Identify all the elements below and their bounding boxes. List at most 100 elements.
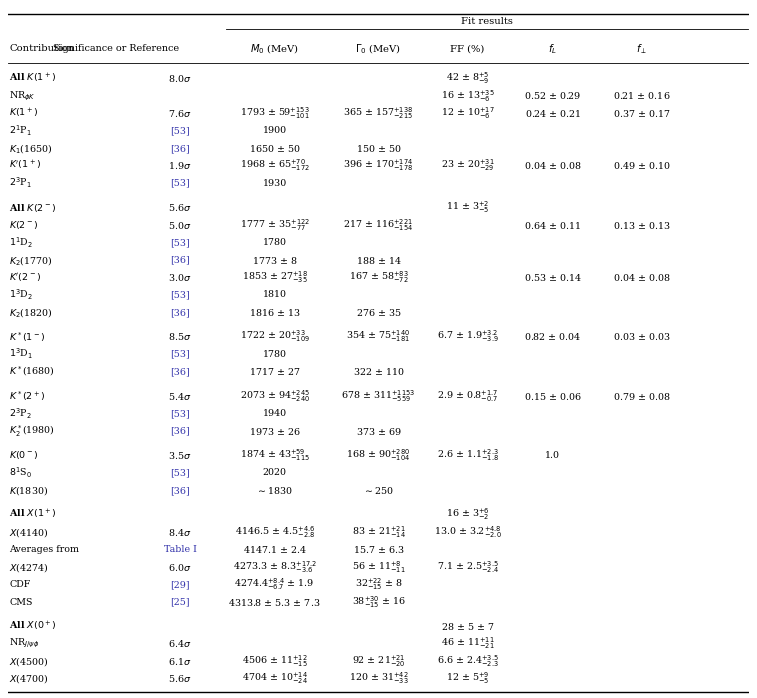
- Text: 2020: 2020: [263, 468, 287, 477]
- Text: 12 $\pm$ 10$^{+17}_{-6}$: 12 $\pm$ 10$^{+17}_{-6}$: [441, 106, 494, 121]
- Text: 5.6$\sigma$: 5.6$\sigma$: [168, 202, 192, 213]
- Text: 7.1 $\pm$ 2.5$^{+3.5}_{-2.4}$: 7.1 $\pm$ 2.5$^{+3.5}_{-2.4}$: [437, 560, 499, 574]
- Text: 0.03 $\pm$ 0.03: 0.03 $\pm$ 0.03: [613, 332, 671, 342]
- Text: $2^3$P$_2$: $2^3$P$_2$: [9, 406, 32, 421]
- Text: 1874 $\pm$ 43$^{+59}_{-115}$: 1874 $\pm$ 43$^{+59}_{-115}$: [240, 448, 310, 463]
- Text: 168 $\pm$ 90$^{+280}_{-104}$: 168 $\pm$ 90$^{+280}_{-104}$: [347, 448, 410, 463]
- Text: $2^3$P$_1$: $2^3$P$_1$: [9, 176, 32, 191]
- Text: 4273.3 $\pm$ 8.3$^{+17.2}_{-3.6}$: 4273.3 $\pm$ 8.3$^{+17.2}_{-3.6}$: [232, 560, 316, 574]
- Text: $K(0^-)$: $K(0^-)$: [9, 450, 39, 461]
- Text: 1780: 1780: [263, 350, 287, 359]
- Text: Contribution: Contribution: [9, 45, 74, 53]
- Text: $K_1$(1650): $K_1$(1650): [9, 142, 53, 155]
- Text: 8.5$\sigma$: 8.5$\sigma$: [168, 332, 192, 342]
- Text: 120 $\pm$ 31$^{+42}_{-33}$: 120 $\pm$ 31$^{+42}_{-33}$: [349, 671, 408, 686]
- Text: [36]: [36]: [170, 367, 190, 376]
- Text: $1^3$D$_2$: $1^3$D$_2$: [9, 288, 33, 302]
- Text: [53]: [53]: [170, 409, 190, 418]
- Text: 4313.8 $\pm$ 5.3 $\pm$ 7.3: 4313.8 $\pm$ 5.3 $\pm$ 7.3: [229, 597, 321, 607]
- Text: 1853 $\pm$ 27$^{+18}_{-35}$: 1853 $\pm$ 27$^{+18}_{-35}$: [241, 270, 307, 285]
- Text: [36]: [36]: [170, 255, 190, 265]
- Text: 28 $\pm$ 5 $\pm$ 7: 28 $\pm$ 5 $\pm$ 7: [441, 621, 494, 632]
- Text: 1777 $\pm$ 35$^{+122}_{-77}$: 1777 $\pm$ 35$^{+122}_{-77}$: [239, 218, 310, 232]
- Text: 373 $\pm$ 69: 373 $\pm$ 69: [356, 426, 401, 436]
- Text: $8^1$S$_0$: $8^1$S$_0$: [9, 466, 32, 480]
- Text: 4704 $\pm$ 10$^{+14}_{-24}$: 4704 $\pm$ 10$^{+14}_{-24}$: [241, 671, 307, 686]
- Text: 1.0: 1.0: [545, 451, 560, 460]
- Text: 1816 $\pm$ 13: 1816 $\pm$ 13: [249, 307, 301, 318]
- Text: 167 $\pm$ 58$^{+83}_{-72}$: 167 $\pm$ 58$^{+83}_{-72}$: [349, 270, 408, 285]
- Text: 4147.1 $\pm$ 2.4: 4147.1 $\pm$ 2.4: [243, 544, 307, 555]
- Text: [53]: [53]: [170, 290, 190, 299]
- Text: 1793 $\pm$ 59$^{+153}_{-101}$: 1793 $\pm$ 59$^{+153}_{-101}$: [240, 106, 310, 121]
- Text: $X$(4274): $X$(4274): [9, 560, 49, 574]
- Text: $M_0$ (MeV): $M_0$ (MeV): [250, 42, 299, 56]
- Text: 1722 $\pm$ 20$^{+33}_{-109}$: 1722 $\pm$ 20$^{+33}_{-109}$: [240, 329, 310, 344]
- Text: [53]: [53]: [170, 126, 190, 135]
- Text: 2073 $\pm$ 94$^{+245}_{-240}$: 2073 $\pm$ 94$^{+245}_{-240}$: [239, 389, 310, 403]
- Text: 0.15 $\pm$ 0.06: 0.15 $\pm$ 0.06: [524, 391, 581, 401]
- Text: [53]: [53]: [170, 468, 190, 477]
- Text: [36]: [36]: [170, 144, 190, 153]
- Text: 396 $\pm$ 170$^{+174}_{-178}$: 396 $\pm$ 170$^{+174}_{-178}$: [344, 158, 413, 173]
- Text: $f_\perp$: $f_\perp$: [636, 42, 647, 56]
- Text: 8.4$\sigma$: 8.4$\sigma$: [168, 527, 192, 537]
- Text: $K(1^+)$: $K(1^+)$: [9, 107, 39, 120]
- Text: $K'(2^-)$: $K'(2^-)$: [9, 272, 41, 283]
- Text: 1973 $\pm$ 26: 1973 $\pm$ 26: [249, 426, 301, 436]
- Text: [36]: [36]: [170, 486, 190, 495]
- Text: 322 $\pm$ 110: 322 $\pm$ 110: [353, 366, 404, 377]
- Text: 1968 $\pm$ 65$^{+70}_{-172}$: 1968 $\pm$ 65$^{+70}_{-172}$: [240, 158, 310, 173]
- Text: 15.7 $\pm$ 6.3: 15.7 $\pm$ 6.3: [353, 544, 404, 555]
- Text: 1900: 1900: [263, 126, 287, 135]
- Text: 0.37 $\pm$ 0.17: 0.37 $\pm$ 0.17: [613, 108, 671, 119]
- Text: 0.82 $\pm$ 0.04: 0.82 $\pm$ 0.04: [524, 332, 581, 342]
- Text: 4506 $\pm$ 11$^{+12}_{-15}$: 4506 $\pm$ 11$^{+12}_{-15}$: [241, 654, 307, 669]
- Text: 188 $\pm$ 14: 188 $\pm$ 14: [356, 255, 401, 265]
- Text: [53]: [53]: [170, 238, 190, 247]
- Text: 0.52 $\pm$ 0.29: 0.52 $\pm$ 0.29: [524, 91, 581, 101]
- Text: Significance or Reference: Significance or Reference: [53, 45, 179, 53]
- Text: 2.9 $\pm$ 0.8$^{+1.7}_{-0.7}$: 2.9 $\pm$ 0.8$^{+1.7}_{-0.7}$: [437, 389, 498, 403]
- Text: 5.0$\sigma$: 5.0$\sigma$: [168, 220, 192, 230]
- Text: 12 $\pm$ 5$^{+9}_{-5}$: 12 $\pm$ 5$^{+9}_{-5}$: [446, 671, 489, 686]
- Text: 0.21 $\pm$ 0.16: 0.21 $\pm$ 0.16: [613, 91, 671, 101]
- Text: 1780: 1780: [263, 238, 287, 247]
- Text: 354 $\pm$ 75$^{+140}_{-181}$: 354 $\pm$ 75$^{+140}_{-181}$: [347, 329, 410, 344]
- Text: 4146.5 $\pm$ 4.5$^{+4.6}_{-2.8}$: 4146.5 $\pm$ 4.5$^{+4.6}_{-2.8}$: [235, 525, 315, 540]
- Text: CDF: CDF: [9, 580, 30, 589]
- Text: 1773 $\pm$ 8: 1773 $\pm$ 8: [252, 255, 298, 265]
- Text: Averages from: Averages from: [9, 545, 79, 554]
- Text: 32$^{+22}_{-15}$ $\pm$ 8: 32$^{+22}_{-15}$ $\pm$ 8: [354, 577, 403, 592]
- Text: Fit results: Fit results: [461, 17, 512, 26]
- Text: $K'(1^+)$: $K'(1^+)$: [9, 159, 41, 172]
- Text: 6.7 $\pm$ 1.9$^{+3.2}_{-3.9}$: 6.7 $\pm$ 1.9$^{+3.2}_{-3.9}$: [437, 329, 498, 344]
- Text: [25]: [25]: [170, 597, 190, 607]
- Text: [29]: [29]: [170, 580, 190, 589]
- Text: $1^1$D$_2$: $1^1$D$_2$: [9, 235, 33, 250]
- Text: 2.6 $\pm$ 1.1$^{+2.3}_{-1.8}$: 2.6 $\pm$ 1.1$^{+2.3}_{-1.8}$: [437, 448, 498, 463]
- Text: $K_2$(1820): $K_2$(1820): [9, 306, 53, 319]
- Text: $K_2^*$(1980): $K_2^*$(1980): [9, 424, 55, 438]
- Text: 276 $\pm$ 35: 276 $\pm$ 35: [356, 307, 401, 318]
- Text: 150 $\pm$ 50: 150 $\pm$ 50: [356, 143, 401, 154]
- Text: 16 $\pm$ 13$^{+35}_{-6}$: 16 $\pm$ 13$^{+35}_{-6}$: [441, 89, 494, 103]
- Text: 1930: 1930: [263, 179, 287, 188]
- Text: 3.0$\sigma$: 3.0$\sigma$: [168, 272, 192, 283]
- Text: $K^*(2^+)$: $K^*(2^+)$: [9, 389, 45, 403]
- Text: 4274.4$^{+8.4}_{-6.7}$ $\pm$ 1.9: 4274.4$^{+8.4}_{-6.7}$ $\pm$ 1.9: [235, 577, 315, 592]
- Text: All $X(1^+)$: All $X(1^+)$: [9, 508, 57, 521]
- Text: 56 $\pm$ 11$^{+8}_{-11}$: 56 $\pm$ 11$^{+8}_{-11}$: [352, 560, 405, 574]
- Text: All $X(0^+)$: All $X(0^+)$: [9, 620, 57, 633]
- Text: FF (%): FF (%): [450, 45, 484, 53]
- Text: 11 $\pm$ 3$^{+2}_{-5}$: 11 $\pm$ 3$^{+2}_{-5}$: [446, 200, 489, 215]
- Text: $\sim$1830: $\sim$1830: [256, 485, 293, 496]
- Text: NR$_{\phi K}$: NR$_{\phi K}$: [9, 89, 36, 103]
- Text: 0.04 $\pm$ 0.08: 0.04 $\pm$ 0.08: [613, 272, 671, 283]
- Text: Table I: Table I: [164, 545, 197, 554]
- Text: $K(2^-)$: $K(2^-)$: [9, 219, 39, 231]
- Text: $\sim$250: $\sim$250: [363, 485, 394, 496]
- Text: [36]: [36]: [170, 308, 190, 317]
- Text: 1.9$\sigma$: 1.9$\sigma$: [168, 161, 192, 171]
- Text: All $K(1^+)$: All $K(1^+)$: [9, 72, 57, 85]
